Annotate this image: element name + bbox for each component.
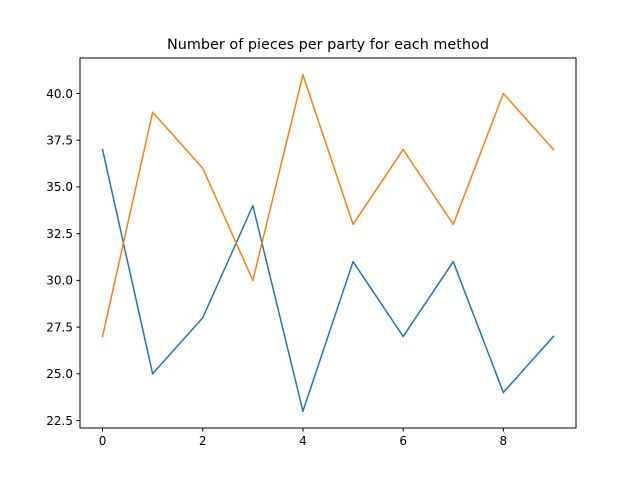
- y-tick-label: 25.0: [46, 367, 73, 381]
- series-2-point: [402, 148, 404, 151]
- series-1-point: [552, 335, 555, 338]
- series-2-point: [452, 223, 454, 226]
- x-tick-label: 0: [99, 434, 107, 448]
- y-tick-label: 30.0: [46, 274, 73, 288]
- series-line-2: [101, 74, 555, 338]
- series-2-point: [502, 92, 505, 95]
- x-tick-label: 4: [299, 434, 307, 448]
- series-1-point: [352, 260, 354, 263]
- series-1-point: [101, 148, 104, 151]
- series-1-point: [502, 391, 505, 394]
- series-2-point: [202, 167, 204, 169]
- x-tick-label: 8: [500, 434, 508, 448]
- series-1-point: [302, 410, 304, 412]
- chart-title: Number of pieces per party for each meth…: [167, 37, 489, 53]
- y-tick-label: 22.5: [46, 414, 73, 428]
- y-tick-label: 37.5: [46, 134, 73, 148]
- series-1-point: [151, 373, 154, 375]
- series-1-point: [252, 204, 254, 207]
- series-lines: [101, 74, 555, 412]
- series-1-point: [202, 317, 204, 319]
- series-2-point: [302, 74, 304, 76]
- y-tick-label: 27.5: [46, 320, 73, 334]
- plot-frame: [79, 57, 577, 429]
- series-line-1: [101, 148, 555, 412]
- series-1-point: [402, 335, 404, 338]
- series-2-point: [252, 279, 254, 282]
- axis-ticks: 0 2 4 6 8 22.5 25.0 27.5 30.0 32.5 35.0 37.5 40.0: [46, 87, 507, 448]
- series-2-point: [151, 111, 154, 113]
- x-tick-label: 6: [399, 434, 407, 448]
- series-2-point: [552, 148, 555, 151]
- series-2-point: [352, 223, 354, 226]
- y-tick-label: 40.0: [46, 87, 73, 101]
- y-tick-label: 32.5: [46, 227, 73, 241]
- y-tick-label: 35.0: [46, 180, 73, 194]
- series-2-point: [101, 335, 104, 338]
- series-1-point: [452, 260, 454, 263]
- x-tick-label: 2: [199, 434, 207, 448]
